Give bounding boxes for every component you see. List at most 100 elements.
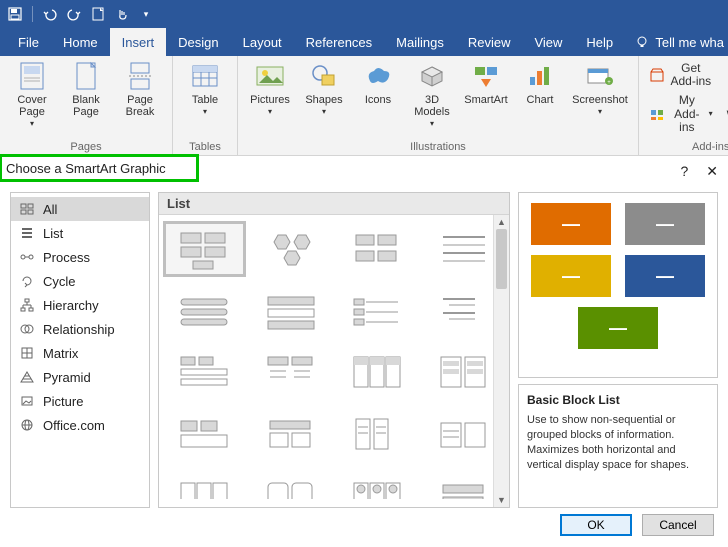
preview-block: —	[625, 255, 705, 297]
category-all[interactable]: All	[11, 197, 149, 221]
preview-block: —	[531, 203, 611, 245]
cancel-button[interactable]: Cancel	[642, 514, 714, 536]
gallery-thumb[interactable]	[425, 223, 504, 275]
help-button[interactable]: ?	[680, 163, 688, 180]
smartart-gallery: List ▲ ▼	[158, 192, 510, 508]
new-doc-icon[interactable]	[89, 5, 107, 23]
undo-icon[interactable]	[41, 5, 59, 23]
picture-icon	[19, 393, 35, 409]
relationship-icon	[19, 321, 35, 337]
icons-button[interactable]: Icons	[354, 60, 402, 106]
close-button[interactable]: ✕	[706, 163, 718, 180]
table-icon	[189, 60, 221, 92]
gallery-thumb[interactable]	[338, 223, 417, 275]
gallery-thumb[interactable]	[165, 223, 244, 275]
scroll-down-icon[interactable]: ▼	[494, 493, 509, 507]
scroll-up-icon[interactable]: ▲	[494, 215, 509, 229]
gallery-thumb[interactable]	[252, 409, 331, 461]
pyramid-icon	[19, 369, 35, 385]
smartart-dialog: Choose a SmartArt Graphic ? ✕ All List P…	[0, 156, 728, 547]
redo-icon[interactable]	[65, 5, 83, 23]
tab-review[interactable]: Review	[456, 28, 523, 56]
chart-icon	[524, 60, 556, 92]
gallery-thumb[interactable]	[165, 409, 244, 461]
gallery-thumb[interactable]	[338, 285, 417, 337]
blank-page-icon	[70, 60, 102, 92]
tab-help[interactable]: Help	[574, 28, 625, 56]
hierarchy-icon	[19, 297, 35, 313]
tab-mailings[interactable]: Mailings	[384, 28, 456, 56]
gallery-thumb[interactable]	[165, 285, 244, 337]
category-matrix[interactable]: Matrix	[11, 341, 149, 365]
preview-image: —————	[518, 192, 718, 378]
chart-button[interactable]: Chart	[516, 60, 564, 106]
touch-mode-icon[interactable]	[113, 5, 131, 23]
gallery-thumb[interactable]	[338, 347, 417, 399]
tab-design[interactable]: Design	[166, 28, 230, 56]
gallery-thumb[interactable]	[252, 223, 331, 275]
process-icon	[19, 249, 35, 265]
get-addins-button[interactable]: Get Add-ins	[647, 60, 715, 90]
category-list: All List Process Cycle Hierarchy Relatio…	[10, 192, 150, 508]
pictures-icon	[254, 60, 286, 92]
globe-icon	[19, 417, 35, 433]
group-label: Tables	[181, 139, 229, 153]
save-icon[interactable]	[6, 5, 24, 23]
lightbulb-icon	[635, 35, 649, 49]
gallery-thumb[interactable]	[252, 347, 331, 399]
gallery-thumb[interactable]	[425, 471, 504, 499]
title-bar: ▾	[0, 0, 728, 28]
gallery-thumb[interactable]	[252, 471, 331, 499]
tab-layout[interactable]: Layout	[231, 28, 294, 56]
ribbon-tabs: File Home Insert Design Layout Reference…	[0, 28, 728, 56]
svg-text:+: +	[607, 80, 611, 86]
table-button[interactable]: Table▾	[181, 60, 229, 117]
scroll-thumb[interactable]	[496, 229, 507, 289]
category-list-item[interactable]: List	[11, 221, 149, 245]
tab-file[interactable]: File	[6, 28, 51, 56]
gallery-thumb[interactable]	[252, 285, 331, 337]
gallery-thumb[interactable]	[338, 471, 417, 499]
preview-block: —	[625, 203, 705, 245]
gallery-thumb[interactable]	[425, 409, 504, 461]
category-pyramid[interactable]: Pyramid	[11, 365, 149, 389]
category-office-com[interactable]: Office.com	[11, 413, 149, 437]
blank-page-button[interactable]: Blank Page	[62, 60, 110, 118]
category-process[interactable]: Process	[11, 245, 149, 269]
my-addins-button[interactable]: My Add-ins ▾	[647, 92, 715, 136]
dialog-titlebar: Choose a SmartArt Graphic ? ✕	[0, 156, 728, 186]
category-relationship[interactable]: Relationship	[11, 317, 149, 341]
gallery-scrollbar[interactable]: ▲ ▼	[493, 215, 509, 507]
gallery-thumb[interactable]	[425, 285, 504, 337]
screenshot-button[interactable]: + Screenshot▾	[570, 60, 630, 117]
tab-home[interactable]: Home	[51, 28, 110, 56]
gallery-thumb[interactable]	[165, 347, 244, 399]
tell-me[interactable]: Tell me wha	[635, 28, 728, 56]
ribbon-group-illustrations: Pictures▾ Shapes▾ Icons 3D Models▾ Smart…	[238, 56, 639, 155]
gallery-thumb[interactable]	[165, 471, 244, 499]
category-picture[interactable]: Picture	[11, 389, 149, 413]
cover-page-icon	[16, 60, 48, 92]
smartart-button[interactable]: SmartArt	[462, 60, 510, 106]
category-hierarchy[interactable]: Hierarchy	[11, 293, 149, 317]
category-cycle[interactable]: Cycle	[11, 269, 149, 293]
gallery-thumb[interactable]	[425, 347, 504, 399]
ok-button[interactable]: OK	[560, 514, 632, 536]
group-label: Add-ins	[647, 139, 728, 153]
tab-view[interactable]: View	[522, 28, 574, 56]
gallery-thumb[interactable]	[338, 409, 417, 461]
dialog-title: Choose a SmartArt Graphic	[6, 161, 166, 176]
preview-title: Basic Block List	[527, 393, 709, 407]
tab-insert[interactable]: Insert	[110, 28, 167, 56]
separator	[32, 6, 33, 22]
qat-dropdown-icon[interactable]: ▾	[137, 5, 155, 23]
preview-block: —	[578, 307, 658, 349]
shapes-button[interactable]: Shapes▾	[300, 60, 348, 117]
tab-references[interactable]: References	[294, 28, 384, 56]
pictures-button[interactable]: Pictures▾	[246, 60, 294, 117]
3d-models-button[interactable]: 3D Models▾	[408, 60, 456, 129]
gallery-header: List	[159, 193, 509, 215]
page-break-button[interactable]: Page Break	[116, 60, 164, 118]
cover-page-button[interactable]: Cover Page▾	[8, 60, 56, 129]
preview-text: Use to show non-sequential or grouped bl…	[527, 413, 709, 472]
